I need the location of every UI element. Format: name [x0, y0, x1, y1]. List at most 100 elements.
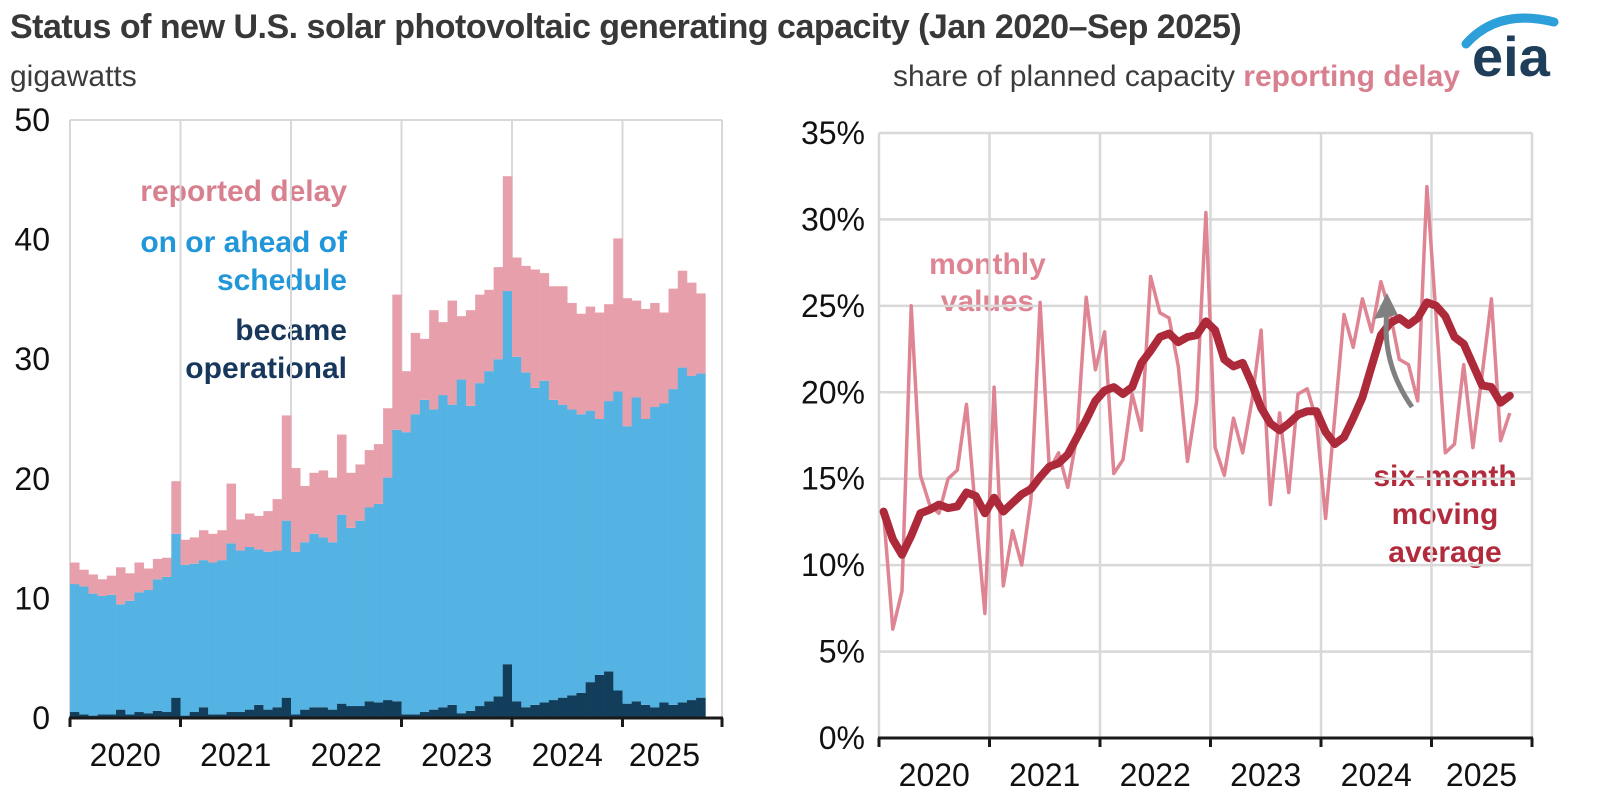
bar-on-or-ahead — [410, 414, 421, 715]
bar-reported-delay — [70, 562, 80, 585]
bar-became-operational — [484, 701, 494, 718]
bar-reported-delay — [401, 371, 412, 433]
left-x-year-label: 2021 — [200, 737, 271, 773]
bar-reported-delay — [548, 286, 559, 400]
bar-on-or-ahead — [668, 389, 679, 705]
bar-on-or-ahead — [364, 507, 375, 702]
bar-became-operational — [686, 700, 697, 718]
bar-reported-delay — [502, 176, 513, 292]
left-x-year-label: 2022 — [311, 737, 382, 773]
bar-on-or-ahead — [659, 403, 669, 703]
bar-reported-delay — [530, 269, 540, 388]
bar-on-or-ahead — [152, 579, 163, 711]
bar-reported-delay — [429, 310, 439, 410]
bar-became-operational — [291, 714, 301, 718]
bar-became-operational — [106, 714, 117, 718]
bar-reported-delay — [226, 483, 237, 544]
left-x-year-label: 2023 — [421, 737, 492, 773]
bar-on-or-ahead — [539, 380, 550, 703]
bar-became-operational — [355, 706, 365, 718]
bar-became-operational — [585, 682, 596, 718]
bar-reported-delay — [686, 282, 697, 376]
bar-reported-delay — [465, 310, 476, 406]
left-y-tick-label: 20 — [14, 461, 50, 497]
bar-became-operational — [456, 713, 467, 718]
bar-on-or-ahead — [116, 604, 126, 710]
bar-reported-delay — [631, 300, 642, 398]
bar-on-or-ahead — [465, 405, 476, 711]
left-chart-unit-label: gigawatts — [10, 60, 137, 93]
bar-reported-delay — [143, 568, 154, 591]
bar-on-or-ahead — [198, 560, 209, 708]
right-x-year-label: 2022 — [1120, 757, 1191, 793]
bar-on-or-ahead — [263, 551, 273, 710]
bar-became-operational — [198, 707, 209, 718]
right-x-year-label: 2020 — [899, 757, 970, 793]
right-chart-subtitle-prefix: share of planned capacity — [893, 60, 1244, 93]
bar-became-operational — [152, 710, 163, 718]
bar-reported-delay — [189, 537, 200, 564]
bar-became-operational — [539, 702, 550, 718]
bar-became-operational — [263, 709, 273, 718]
bar-became-operational — [318, 707, 329, 718]
bar-on-or-ahead — [327, 542, 338, 710]
bar-reported-delay — [512, 257, 522, 357]
bar-became-operational — [668, 704, 679, 718]
bar-became-operational — [401, 714, 412, 718]
right-y-tick-label: 5% — [819, 634, 865, 670]
bar-became-operational — [567, 695, 577, 718]
bar-reported-delay — [521, 265, 531, 373]
left-y-tick-label: 30 — [14, 341, 50, 377]
bar-became-operational — [502, 664, 513, 718]
bar-became-operational — [383, 700, 393, 718]
bar-reported-delay — [263, 511, 273, 552]
left-y-tick-label: 10 — [14, 580, 50, 616]
bar-became-operational — [640, 704, 651, 718]
bar-reported-delay — [300, 485, 310, 543]
bar-reported-delay — [438, 322, 448, 396]
bar-reported-delay — [392, 294, 402, 430]
line-chart-delay-share: 0% 5% 10% 15% 20% 25% 30% 35% 2020 2021 2022 2023 20… — [801, 115, 1534, 793]
bar-on-or-ahead — [622, 426, 633, 704]
arrow-head — [1374, 293, 1398, 319]
bar-on-or-ahead — [650, 407, 660, 708]
bar-on-or-ahead — [143, 590, 154, 714]
bar-reported-delay — [677, 270, 688, 368]
bar-reported-delay — [134, 562, 144, 593]
right-y-tick-label: 15% — [801, 461, 865, 497]
bar-became-operational — [558, 697, 568, 718]
bar-on-or-ahead — [475, 383, 485, 707]
bar-on-or-ahead — [208, 562, 218, 715]
bar-on-or-ahead — [235, 550, 246, 713]
bar-reported-delay — [309, 472, 319, 534]
left-y-tick-label: 50 — [14, 102, 50, 138]
bar-reported-delay — [318, 470, 329, 538]
bar-became-operational — [650, 707, 660, 718]
bar-became-operational — [226, 712, 237, 718]
bar-reported-delay — [456, 316, 467, 380]
bar-reported-delay — [171, 481, 181, 534]
bar-on-or-ahead — [337, 514, 347, 704]
eia-logo: eia — [1461, 13, 1559, 88]
bar-on-or-ahead — [79, 586, 89, 715]
bar-became-operational — [696, 697, 706, 718]
bar-on-or-ahead — [291, 551, 301, 715]
bar-reported-delay — [291, 468, 301, 552]
bar-reported-delay — [364, 450, 375, 508]
bar-became-operational — [392, 701, 402, 718]
bar-became-operational — [594, 674, 605, 718]
monthly-values-line — [881, 184, 1512, 631]
bar-became-operational — [604, 671, 614, 718]
bar-became-operational — [244, 709, 255, 718]
bar-on-or-ahead — [226, 543, 237, 713]
bar-reported-delay — [125, 573, 135, 601]
bar-on-or-ahead — [530, 387, 540, 705]
bar-on-or-ahead — [640, 419, 651, 705]
bar-on-or-ahead — [244, 546, 255, 710]
right-y-tick-label: 25% — [801, 288, 865, 324]
right-y-tick-label: 0% — [819, 720, 865, 756]
bar-on-or-ahead — [548, 399, 559, 701]
bar-reported-delay — [254, 515, 264, 550]
bar-on-or-ahead — [383, 477, 393, 701]
bar-on-or-ahead — [502, 291, 513, 665]
